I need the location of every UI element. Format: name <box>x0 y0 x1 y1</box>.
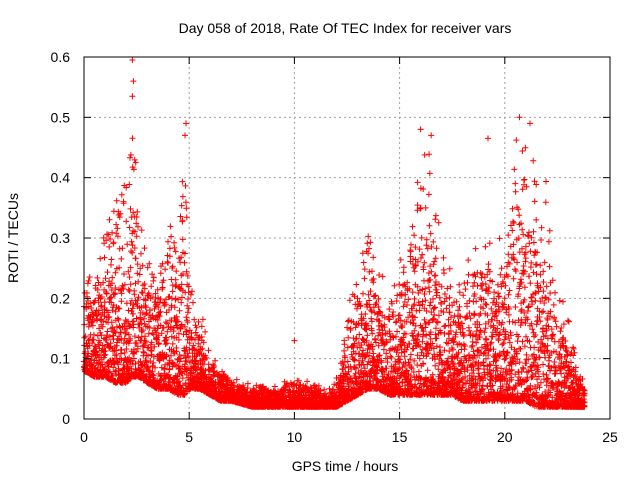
y-tick-label: 0 <box>62 411 70 427</box>
y-tick-label: 0.2 <box>51 290 71 306</box>
y-tick-label: 0.1 <box>51 351 71 367</box>
chart-title: Day 058 of 2018, Rate Of TEC Index for r… <box>179 20 512 36</box>
y-tick-label: 0.3 <box>51 230 71 246</box>
x-tick-label: 20 <box>497 429 513 445</box>
y-tick-label: 0.4 <box>51 170 71 186</box>
x-tick-label: 0 <box>80 429 88 445</box>
y-axis-label: ROTI / TECUs <box>5 193 21 283</box>
y-tick-label: 0.5 <box>51 109 71 125</box>
axis-ticks: 0 5 10 15 20 25 0 0.1 0.2 0.3 0.4 0.5 0.6 <box>51 49 618 445</box>
x-tick-label: 5 <box>185 429 193 445</box>
x-axis-label: GPS time / hours <box>292 458 399 474</box>
x-tick-label: 25 <box>602 429 618 445</box>
x-tick-label: 10 <box>287 429 303 445</box>
y-tick-label: 0.6 <box>51 49 71 65</box>
x-tick-label: 15 <box>392 429 408 445</box>
